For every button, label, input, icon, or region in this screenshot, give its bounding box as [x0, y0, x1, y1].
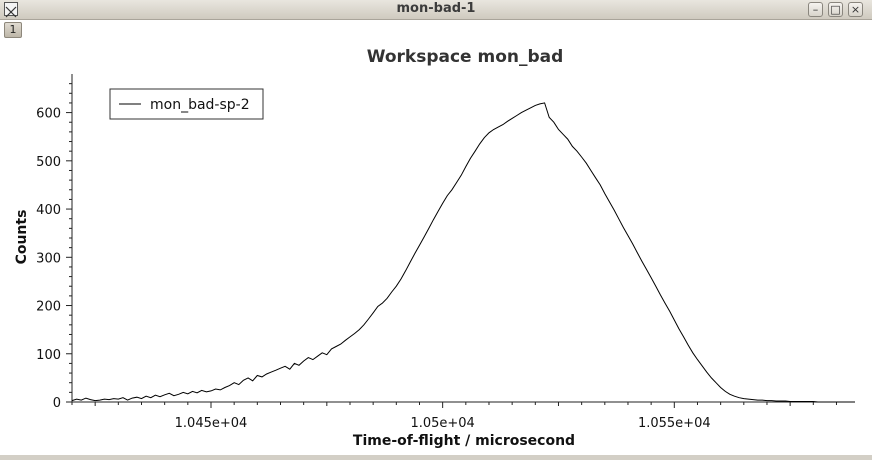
window-menu-icon[interactable] [4, 2, 18, 18]
x-axis-label: Time-of-flight / microsecond [353, 433, 575, 449]
x-tick-label: 1.05e+04 [410, 416, 474, 431]
maximize-button[interactable]: □ [828, 2, 843, 17]
legend-entry: mon_bad-sp-2 [150, 97, 250, 113]
y-tick-label: 300 [36, 251, 61, 266]
window-menu-glyph-icon [5, 6, 17, 18]
x-axis-ticks: 1.045e+04 1.05e+04 1.055e+04 [71, 402, 837, 431]
y-tick-label: 200 [36, 300, 61, 315]
window-titlebar[interactable]: mon-bad-1 – □ × [0, 0, 872, 20]
axes [71, 74, 855, 403]
plot-tab-button[interactable]: 1 [4, 22, 22, 38]
window-bottom-border [0, 455, 872, 460]
y-axis-label: Counts [14, 210, 30, 265]
x-tick-label: 1.055e+04 [638, 416, 711, 431]
chart-title: Workspace mon_bad [367, 47, 564, 67]
legend: mon_bad-sp-2 [109, 88, 264, 120]
y-tick-label: 0 [53, 396, 61, 411]
series-line [71, 102, 855, 403]
y-tick-label: 600 [36, 107, 61, 122]
y-tick-label: 500 [36, 155, 61, 170]
y-axis-ticks: 0 100 200 300 400 500 600 [36, 83, 72, 411]
window-title: mon-bad-1 [396, 1, 476, 16]
chart-svg[interactable]: Workspace mon_bad 1.045e+04 1.05e+04 1.055… [0, 40, 872, 455]
minimize-button[interactable]: – [808, 2, 823, 17]
close-button[interactable]: × [848, 2, 863, 17]
y-tick-label: 100 [36, 348, 61, 363]
x-tick-label: 1.045e+04 [175, 416, 248, 431]
y-tick-label: 400 [36, 203, 61, 218]
plot-area[interactable]: Workspace mon_bad 1.045e+04 1.05e+04 1.055… [0, 40, 872, 455]
series-layer [71, 102, 855, 403]
